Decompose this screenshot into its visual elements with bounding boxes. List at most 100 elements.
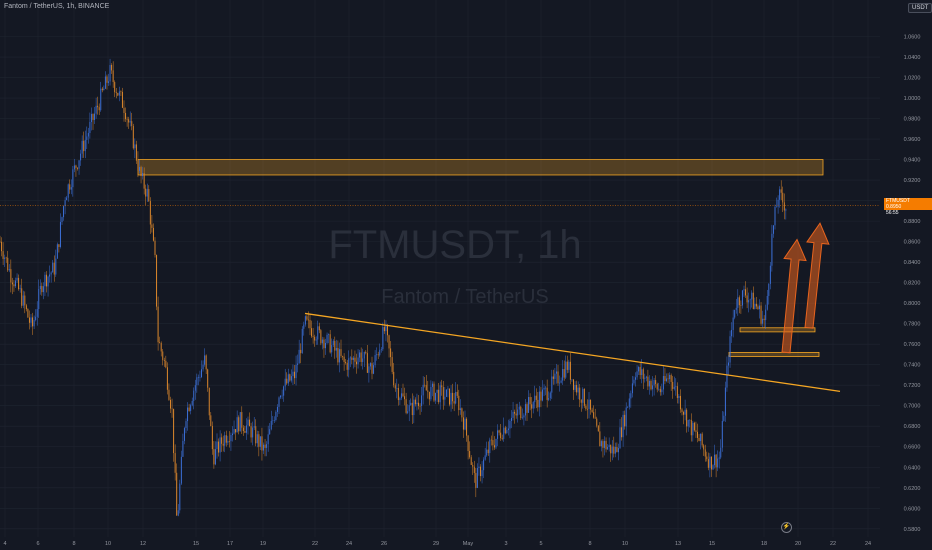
candle-body xyxy=(611,446,613,454)
candle-body xyxy=(610,444,612,454)
y-tick-label: 0.8000 xyxy=(904,301,921,307)
candle-body xyxy=(653,380,655,386)
candle-body xyxy=(374,355,376,366)
candle-body xyxy=(656,383,658,390)
candle-body xyxy=(294,371,295,379)
candle-body xyxy=(546,387,548,400)
candle-body xyxy=(148,189,150,202)
candle-body xyxy=(145,188,147,197)
candle-body xyxy=(87,133,89,137)
candle-body xyxy=(551,376,553,393)
candle-body xyxy=(506,430,508,434)
currency-badge[interactable]: USDT xyxy=(908,3,932,13)
y-tick-label: 0.6400 xyxy=(904,465,921,471)
candle-body xyxy=(180,456,182,484)
candle-body xyxy=(785,209,787,211)
candle-body xyxy=(44,274,46,287)
x-tick-label: 8 xyxy=(72,541,75,547)
candle-body xyxy=(768,283,770,296)
candle-body xyxy=(387,325,388,336)
candle-body xyxy=(281,395,283,397)
candle-body xyxy=(356,361,357,365)
candle-body xyxy=(723,415,725,421)
candle-body xyxy=(283,386,285,396)
candle-body xyxy=(13,284,15,287)
candle-body xyxy=(777,199,779,207)
candle-body xyxy=(101,88,103,91)
descending-trendline[interactable] xyxy=(304,312,841,393)
candle-body xyxy=(608,444,610,448)
candle-body xyxy=(577,387,579,393)
candle-body xyxy=(359,352,361,358)
y-tick-label: 0.8200 xyxy=(904,281,921,287)
candle-body xyxy=(263,444,264,451)
candle-body xyxy=(500,432,502,439)
candle-body xyxy=(774,206,776,226)
candle-body xyxy=(182,440,184,457)
candle-body xyxy=(94,113,96,120)
x-tick-label: 10 xyxy=(105,541,111,547)
candle-body xyxy=(224,435,226,446)
candle-body xyxy=(190,405,192,411)
candle-body xyxy=(354,357,356,362)
candle-body xyxy=(303,324,305,329)
candle-body xyxy=(222,443,224,446)
candle-body xyxy=(734,309,736,318)
bullish-arrow[interactable] xyxy=(781,238,807,354)
candle-body xyxy=(752,292,754,310)
candle-body xyxy=(478,466,480,469)
candle-body xyxy=(112,70,114,83)
candle-body xyxy=(763,318,765,321)
watermark-name: Fantom / TetherUS xyxy=(381,286,548,308)
candle-body xyxy=(98,107,100,111)
candle-body xyxy=(435,392,437,401)
candle-body xyxy=(583,388,585,406)
candle-body xyxy=(549,392,551,399)
candle-body xyxy=(765,309,767,321)
candle-body xyxy=(140,167,142,177)
candle-body xyxy=(569,361,571,380)
candle-body xyxy=(270,420,272,430)
candle-body xyxy=(467,435,469,452)
candle-body xyxy=(393,371,395,386)
candle-body xyxy=(383,327,385,332)
candle-body xyxy=(334,340,336,351)
candle-body xyxy=(351,357,353,360)
candle-body xyxy=(559,382,561,384)
bullish-arrow[interactable] xyxy=(804,222,830,329)
candle-body xyxy=(185,421,187,429)
x-tick-label: 26 xyxy=(381,541,387,547)
candle-body xyxy=(201,369,202,378)
support-zone-2[interactable] xyxy=(728,351,820,357)
candle-body xyxy=(628,398,630,407)
candle-body xyxy=(630,393,632,399)
candle-body xyxy=(662,376,664,390)
y-tick-label: 0.9800 xyxy=(904,117,921,123)
candle-body xyxy=(453,401,455,404)
resistance-zone[interactable] xyxy=(137,159,824,176)
candle-body xyxy=(523,415,525,418)
candle-body xyxy=(568,361,570,370)
candle-body xyxy=(678,395,680,398)
candle-body xyxy=(309,320,311,329)
candle-body xyxy=(728,362,729,366)
candle-body xyxy=(749,299,751,301)
candle-body xyxy=(679,395,681,410)
x-tick-label: 22 xyxy=(312,541,318,547)
candle-body xyxy=(724,387,726,416)
candle-body xyxy=(77,167,78,169)
candle-body xyxy=(42,286,44,293)
candle-body xyxy=(441,385,443,388)
candle-body xyxy=(11,282,13,285)
candle-body xyxy=(693,422,695,431)
candle-body xyxy=(574,384,576,390)
candle-body xyxy=(59,222,61,247)
y-tick-label: 0.7000 xyxy=(904,404,921,410)
lightning-icon[interactable]: ⚡ xyxy=(781,522,792,533)
support-zone-1[interactable] xyxy=(739,327,816,333)
candle-body xyxy=(580,399,582,403)
candle-body xyxy=(555,371,557,374)
candle-body xyxy=(779,189,781,200)
candle-body xyxy=(286,378,288,384)
